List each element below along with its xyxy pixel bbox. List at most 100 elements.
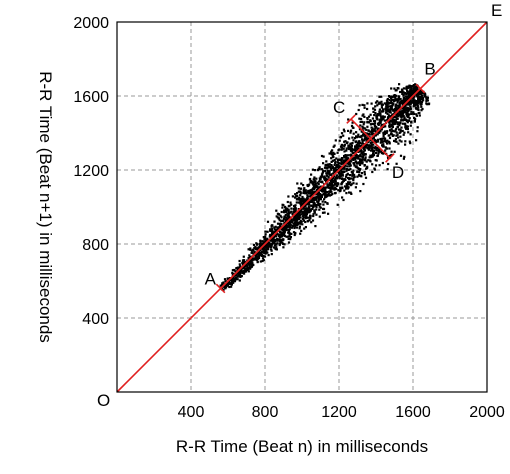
scatter-point <box>387 162 390 166</box>
scatter-point <box>400 110 403 113</box>
scatter-point <box>366 107 369 111</box>
scatter-point <box>401 129 404 133</box>
scatter-point <box>328 165 331 168</box>
scatter-point <box>370 143 373 146</box>
scatter-point <box>343 189 346 192</box>
scatter-point <box>294 231 297 235</box>
scatter-point <box>393 108 397 111</box>
scatter-point <box>363 149 366 152</box>
scatter-point <box>243 267 246 270</box>
scatter-point <box>333 163 336 167</box>
scatter-point <box>335 170 338 173</box>
scatter-point <box>248 265 251 268</box>
scatter-point <box>370 123 373 126</box>
scatter-point <box>333 168 336 171</box>
scatter-point <box>347 168 350 171</box>
scatter-point <box>291 221 294 224</box>
scatter-point <box>341 196 344 199</box>
scatter-point <box>396 123 400 126</box>
scatter-point <box>406 112 409 116</box>
scatter-point <box>249 267 252 270</box>
scatter-point <box>321 189 325 192</box>
scatter-point <box>280 216 283 219</box>
scatter-point <box>348 174 352 177</box>
scatter-point <box>268 243 271 247</box>
scatter-point <box>321 200 324 203</box>
scatter-point <box>319 203 322 206</box>
scatter-point <box>280 232 283 235</box>
scatter-point <box>353 137 357 140</box>
scatter-point <box>229 282 232 285</box>
scatter-point <box>374 105 377 108</box>
scatter-point <box>388 142 391 145</box>
scatter-point <box>312 183 315 186</box>
scatter-point <box>302 215 305 218</box>
scatter-point <box>276 212 279 215</box>
scatter-point <box>366 147 369 150</box>
scatter-point <box>349 162 352 165</box>
scatter-point <box>363 127 366 130</box>
scatter-point <box>358 140 361 143</box>
scatter-point <box>385 103 388 106</box>
scatter-point <box>313 186 316 189</box>
scatter-point <box>412 105 415 108</box>
scatter-point <box>339 174 342 177</box>
scatter-point <box>254 251 257 254</box>
scatter-point <box>310 199 313 202</box>
scatter-point <box>392 134 395 137</box>
scatter-point <box>396 133 399 136</box>
scatter-point <box>393 99 396 103</box>
scatter-point <box>391 129 394 132</box>
scatter-point <box>300 229 303 232</box>
scatter-point <box>352 179 355 182</box>
scatter-point <box>373 167 376 170</box>
scatter-point <box>309 181 312 184</box>
scatter-point <box>289 222 292 225</box>
scatter-point <box>317 197 320 200</box>
scatter-point <box>274 225 277 228</box>
scatter-point <box>309 214 312 218</box>
scatter-point <box>372 152 375 155</box>
scatter-point <box>339 159 342 162</box>
scatter-point <box>394 122 397 125</box>
scatter-point <box>317 202 320 205</box>
scatter-point <box>371 132 374 136</box>
scatter-point <box>267 254 270 257</box>
scatter-point <box>250 262 253 265</box>
scatter-point <box>238 263 241 266</box>
scatter-point <box>301 223 304 226</box>
scatter-point <box>320 175 323 178</box>
scatter-point <box>288 220 291 223</box>
scatter-point <box>384 107 387 110</box>
scatter-point <box>256 243 259 246</box>
scatter-point <box>307 216 310 219</box>
scatter-point <box>399 135 402 138</box>
scatter-point <box>290 218 293 221</box>
scatter-point <box>368 156 371 159</box>
scatter-point <box>330 179 333 182</box>
scatter-point <box>377 152 380 155</box>
scatter-point <box>395 103 398 106</box>
scatter-point <box>390 125 393 128</box>
scatter-point <box>388 120 391 123</box>
scatter-point <box>382 145 385 148</box>
scatter-point <box>403 131 406 134</box>
scatter-point <box>374 145 377 148</box>
scatter-point <box>395 127 398 130</box>
scatter-point <box>335 174 338 177</box>
scatter-point <box>323 175 326 178</box>
scatter-point <box>374 127 377 130</box>
scatter-point <box>362 123 365 126</box>
scatter-point <box>414 117 417 120</box>
scatter-point <box>295 217 298 220</box>
scatter-point <box>405 87 408 90</box>
scatter-point <box>398 124 401 127</box>
scatter-point <box>276 226 279 229</box>
scatter-point <box>357 154 360 157</box>
scatter-point <box>413 120 416 123</box>
scatter-point <box>289 201 292 204</box>
scatter-point <box>290 226 294 229</box>
scatter-point <box>391 118 394 121</box>
scatter-point <box>297 221 300 224</box>
scatter-point <box>277 217 280 220</box>
